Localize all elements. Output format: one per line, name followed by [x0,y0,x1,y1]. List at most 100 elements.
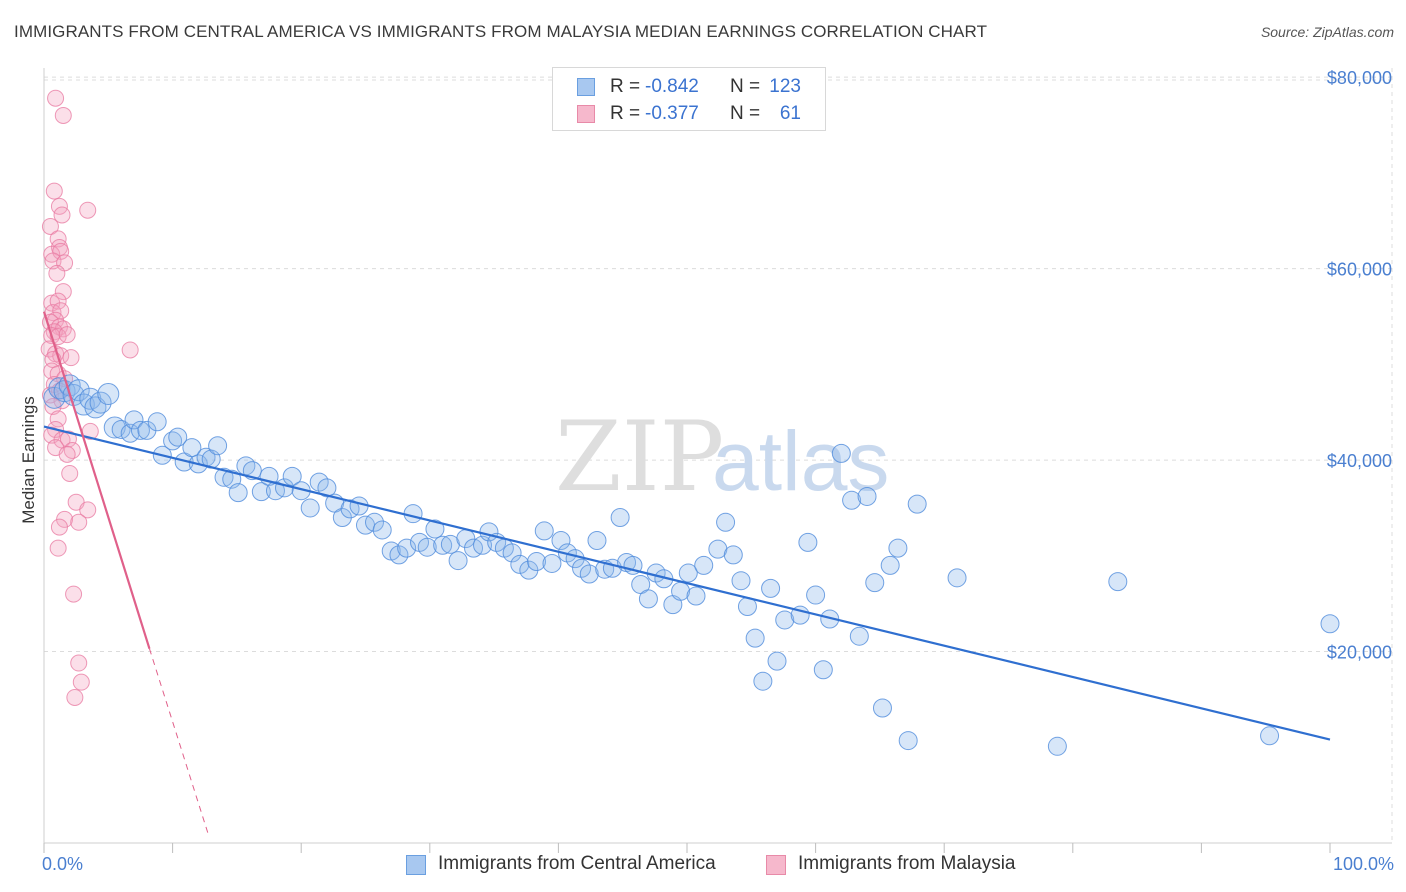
central-america-point [842,490,862,510]
central-america-point [527,552,547,572]
central-america-point [1108,572,1128,592]
central-america-point [775,610,795,630]
central-america-point [813,660,833,680]
malaysia-point [47,89,65,107]
central-america-point [228,483,248,503]
malaysia-point [121,341,139,359]
central-america-point [502,543,522,563]
central-america-point [1047,736,1067,756]
central-america-point [251,482,271,502]
legend-row-malaysia: R = -0.377 N = 61 [553,101,825,127]
malaysia-point [61,464,79,482]
central-america-point [638,589,658,609]
central-america-point [163,431,183,451]
chart-title: IMMIGRANTS FROM CENTRAL AMERICA VS IMMIG… [14,22,988,41]
malaysia-point [54,283,72,301]
malaysia-point [41,217,59,235]
malaysia-trendline-extension [148,648,210,836]
legend-r-label: R = [610,76,641,97]
central-america-point [397,538,417,558]
central-america-point [124,410,144,430]
central-america-point [534,521,554,541]
central-america-point [723,545,743,565]
central-america-point [678,563,698,583]
grid-lines [44,68,1393,843]
central-america-point [309,472,329,492]
central-america-point [761,578,781,598]
central-america-point [551,530,571,550]
source-label: Source: ZipAtlas.com [1260,24,1394,40]
tick-labels: $20,000 $40,000 $60,000 $80,000 0.0% 100.0% [42,68,1394,874]
legend-n-value: 61 [779,103,801,124]
malaysia-point [65,585,83,603]
legend-n-label: N = [730,103,761,124]
central-america-point [317,478,337,498]
malaysia-point [66,688,84,706]
central-america-point [542,553,562,573]
legend-n-value: 123 [769,76,801,97]
central-america-point [282,466,302,486]
y-axis-title: Median Earnings [19,396,38,524]
central-america-point [767,651,787,671]
central-america-point [872,698,892,718]
central-america-point [372,520,392,540]
y-tick-label: $20,000 [1327,643,1392,663]
central-america-trendline [43,425,1331,741]
central-america-point [103,416,126,439]
legend-r-value: -0.842 [645,76,699,97]
malaysia-point [48,264,66,282]
central-america-point [831,443,851,463]
central-america-point [716,512,736,532]
y-tick-label: $60,000 [1327,260,1392,280]
central-america-point [425,519,445,539]
x-tick-label: 100.0% [1333,854,1394,874]
malaysia-point [72,673,90,691]
central-america-point [694,555,714,575]
malaysia-point [70,513,88,531]
malaysia-point [79,201,97,219]
y-tick-label: $80,000 [1327,68,1392,88]
central-america-point [365,512,385,532]
central-america-point [349,496,369,516]
central-america-point [97,383,120,406]
watermark-atlas: atlas [712,414,889,508]
malaysia-point [49,539,67,557]
malaysia-point [62,349,80,367]
central-america-point [448,551,468,571]
malaysia-point [58,326,76,344]
central-america-point [579,564,599,584]
central-america-point [610,508,630,528]
central-america-point [888,538,908,558]
trend-lines [42,311,1331,836]
correlation-legend: R = -0.842 N = 123 R = -0.377 N = 61 [552,67,826,131]
central-america-point [417,537,437,557]
malaysia-point [54,106,72,124]
watermark: ZIP atlas [555,401,889,513]
central-america-point [130,420,150,440]
y-tick-label: $40,000 [1327,451,1392,471]
central-america-point [214,467,234,487]
legend-swatch-central-america [406,855,426,875]
central-america-point [753,671,773,691]
central-america-point [572,558,592,578]
malaysia-point [53,206,71,224]
central-america-point [433,535,453,555]
central-america-point [208,436,228,456]
central-america-point [686,586,706,606]
legend-label-malaysia: Immigrants from Malaysia [798,853,1016,874]
central-america-point [806,585,826,605]
malaysia-points [40,89,139,706]
central-america-point [907,494,927,514]
malaysia-point [58,445,76,463]
central-america-point [403,504,423,524]
legend-row-central-america: R = -0.842 N = 123 [553,74,825,100]
malaysia-point [59,430,77,448]
legend-n-label: N = [730,76,761,97]
central-america-point [168,427,188,447]
central-america-point [731,571,751,591]
malaysia-trendline [42,311,151,649]
malaysia-point [79,501,97,519]
central-america-point [510,554,530,574]
malaysia-point [70,654,88,672]
central-america-point [1260,726,1280,746]
